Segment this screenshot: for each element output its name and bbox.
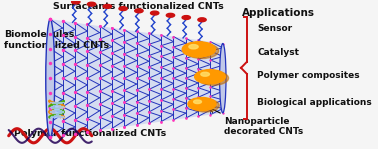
Circle shape bbox=[188, 98, 216, 111]
Text: Nanoparticle
decorated CNTs: Nanoparticle decorated CNTs bbox=[225, 117, 304, 136]
Circle shape bbox=[185, 43, 218, 59]
Circle shape bbox=[119, 7, 127, 11]
Text: Sensor: Sensor bbox=[257, 24, 293, 33]
Text: Catalyst: Catalyst bbox=[257, 48, 299, 57]
Circle shape bbox=[201, 72, 209, 76]
Text: Polymer composites: Polymer composites bbox=[257, 72, 360, 80]
Circle shape bbox=[195, 70, 225, 84]
Text: Polymer functionalized CNTs: Polymer functionalized CNTs bbox=[14, 129, 166, 138]
Circle shape bbox=[194, 100, 201, 104]
Circle shape bbox=[191, 99, 219, 112]
Text: Biomolecules
functionalized CNTs: Biomolecules functionalized CNTs bbox=[4, 30, 109, 50]
Circle shape bbox=[150, 11, 159, 15]
Circle shape bbox=[182, 16, 191, 19]
Text: Surfactants functionalized CNTs: Surfactants functionalized CNTs bbox=[53, 2, 223, 11]
Circle shape bbox=[103, 4, 112, 8]
Text: Applications: Applications bbox=[242, 8, 315, 18]
Text: Biological applications: Biological applications bbox=[257, 98, 372, 107]
Circle shape bbox=[87, 2, 96, 6]
Circle shape bbox=[198, 71, 229, 85]
Ellipse shape bbox=[46, 19, 55, 137]
Circle shape bbox=[189, 45, 198, 49]
Circle shape bbox=[72, 0, 80, 4]
Polygon shape bbox=[50, 19, 223, 137]
Circle shape bbox=[198, 18, 206, 22]
Circle shape bbox=[182, 42, 215, 57]
Ellipse shape bbox=[220, 44, 226, 113]
Circle shape bbox=[135, 9, 143, 13]
Circle shape bbox=[166, 13, 175, 17]
